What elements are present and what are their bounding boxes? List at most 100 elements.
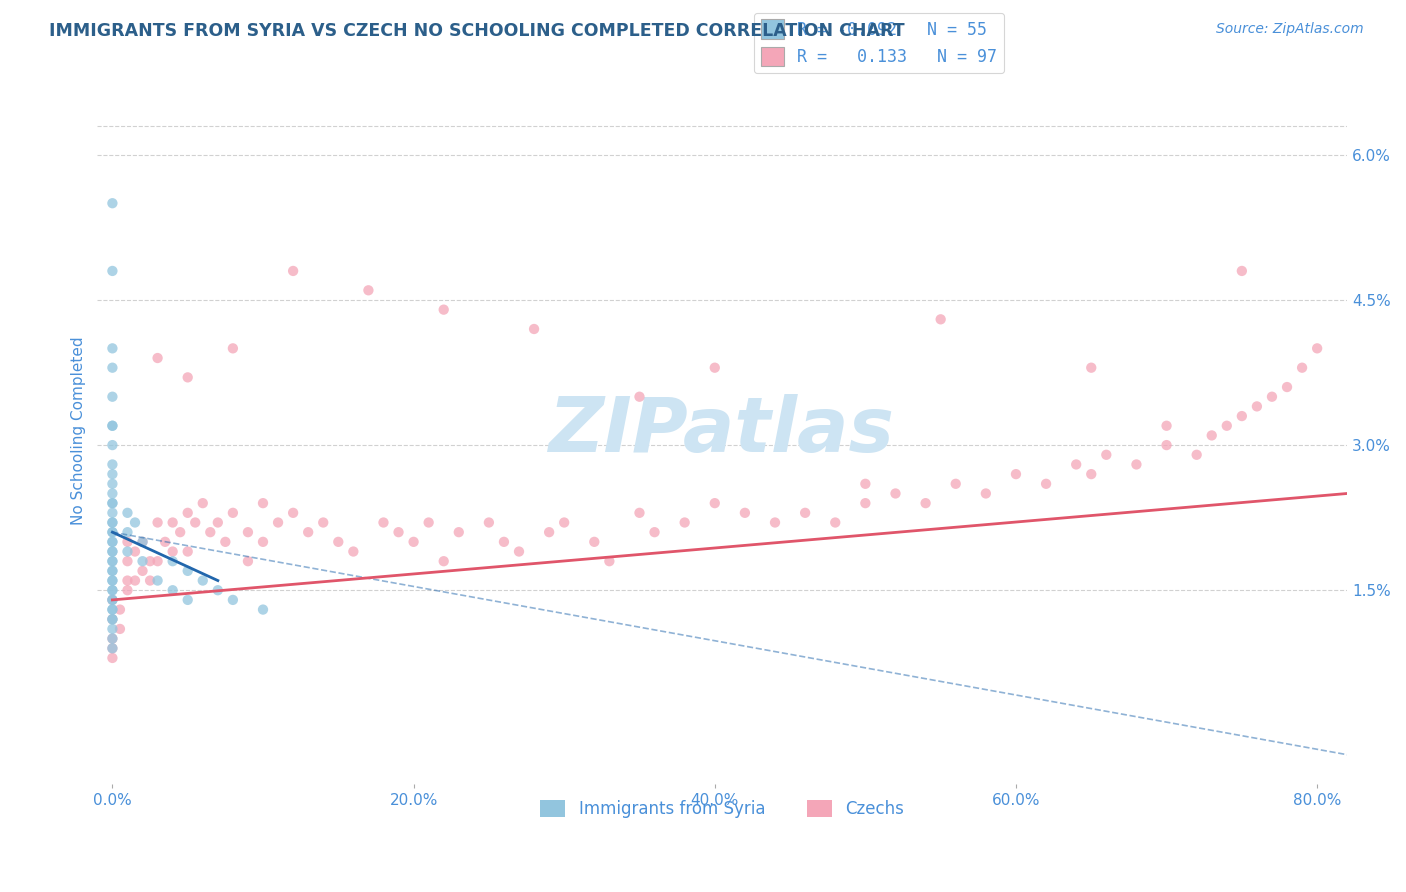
- Point: [1261, 390, 1284, 404]
- Point: [117, 544, 139, 558]
- Point: [117, 574, 139, 588]
- Point: [478, 516, 501, 530]
- Point: [139, 574, 162, 588]
- Point: [101, 196, 124, 211]
- Point: [117, 583, 139, 598]
- Point: [124, 544, 146, 558]
- Point: [281, 506, 304, 520]
- Point: [523, 322, 546, 336]
- Point: [101, 651, 124, 665]
- Point: [108, 602, 131, 616]
- Point: [598, 554, 620, 568]
- Point: [177, 506, 200, 520]
- Point: [117, 554, 139, 568]
- Point: [101, 554, 124, 568]
- Point: [146, 574, 169, 588]
- Point: [124, 516, 146, 530]
- Point: [328, 534, 350, 549]
- Point: [1095, 448, 1118, 462]
- Point: [117, 506, 139, 520]
- Point: [177, 544, 200, 558]
- Point: [162, 554, 184, 568]
- Point: [387, 525, 409, 540]
- Point: [131, 554, 153, 568]
- Point: [214, 534, 236, 549]
- Point: [101, 390, 124, 404]
- Point: [131, 564, 153, 578]
- Point: [101, 641, 124, 656]
- Point: [101, 574, 124, 588]
- Text: IMMIGRANTS FROM SYRIA VS CZECH NO SCHOOLING COMPLETED CORRELATION CHART: IMMIGRANTS FROM SYRIA VS CZECH NO SCHOOL…: [49, 22, 905, 40]
- Point: [703, 496, 725, 510]
- Point: [191, 574, 214, 588]
- Point: [146, 554, 169, 568]
- Point: [162, 516, 184, 530]
- Point: [673, 516, 696, 530]
- Point: [101, 496, 124, 510]
- Point: [101, 534, 124, 549]
- Point: [101, 418, 124, 433]
- Point: [1275, 380, 1298, 394]
- Point: [508, 544, 530, 558]
- Point: [101, 574, 124, 588]
- Point: [101, 554, 124, 568]
- Point: [124, 574, 146, 588]
- Point: [763, 516, 786, 530]
- Point: [1080, 467, 1102, 482]
- Point: [342, 544, 364, 558]
- Point: [914, 496, 936, 510]
- Point: [1125, 458, 1147, 472]
- Point: [131, 534, 153, 549]
- Point: [297, 525, 319, 540]
- Point: [101, 622, 124, 636]
- Point: [101, 264, 124, 278]
- Point: [1156, 418, 1178, 433]
- Point: [177, 593, 200, 607]
- Point: [433, 302, 456, 317]
- Point: [101, 360, 124, 375]
- Point: [628, 506, 651, 520]
- Point: [884, 486, 907, 500]
- Point: [101, 544, 124, 558]
- Point: [628, 390, 651, 404]
- Point: [200, 525, 222, 540]
- Point: [1080, 360, 1102, 375]
- Point: [1064, 458, 1087, 472]
- Point: [1246, 400, 1268, 414]
- Point: [101, 593, 124, 607]
- Point: [402, 534, 425, 549]
- Point: [236, 554, 259, 568]
- Point: [101, 496, 124, 510]
- Point: [703, 360, 725, 375]
- Point: [162, 583, 184, 598]
- Point: [1306, 342, 1329, 356]
- Point: [207, 516, 229, 530]
- Point: [1291, 360, 1313, 375]
- Point: [101, 641, 124, 656]
- Point: [929, 312, 952, 326]
- Point: [101, 544, 124, 558]
- Point: [153, 534, 176, 549]
- Point: [101, 612, 124, 626]
- Point: [252, 496, 274, 510]
- Point: [101, 593, 124, 607]
- Point: [252, 534, 274, 549]
- Point: [177, 564, 200, 578]
- Point: [101, 506, 124, 520]
- Point: [101, 516, 124, 530]
- Point: [281, 264, 304, 278]
- Point: [162, 544, 184, 558]
- Point: [853, 496, 876, 510]
- Point: [447, 525, 470, 540]
- Point: [222, 342, 245, 356]
- Point: [1005, 467, 1028, 482]
- Point: [101, 583, 124, 598]
- Point: [583, 534, 606, 549]
- Point: [853, 476, 876, 491]
- Point: [538, 525, 561, 540]
- Point: [101, 602, 124, 616]
- Point: [101, 525, 124, 540]
- Point: [101, 612, 124, 626]
- Point: [267, 516, 290, 530]
- Point: [1035, 476, 1057, 491]
